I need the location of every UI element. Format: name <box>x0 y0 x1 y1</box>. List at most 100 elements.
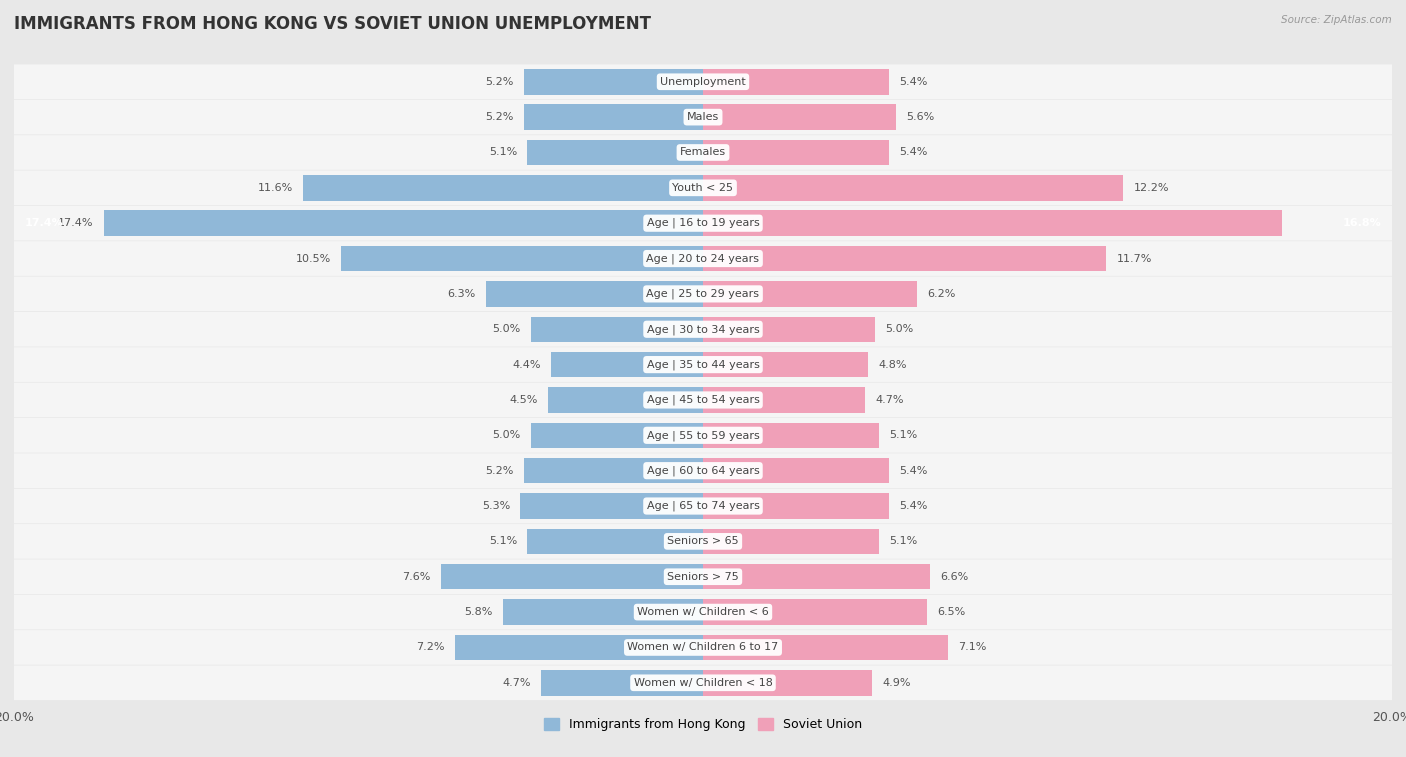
FancyBboxPatch shape <box>14 170 1392 205</box>
Text: Age | 60 to 64 years: Age | 60 to 64 years <box>647 466 759 476</box>
Text: 6.6%: 6.6% <box>941 572 969 581</box>
Text: 5.2%: 5.2% <box>485 112 513 122</box>
Bar <box>703 422 879 448</box>
Text: 5.2%: 5.2% <box>485 466 513 475</box>
Bar <box>703 352 869 377</box>
Bar <box>703 564 931 590</box>
Text: 4.9%: 4.9% <box>882 678 911 688</box>
Bar <box>703 281 917 307</box>
Text: 5.8%: 5.8% <box>464 607 494 617</box>
FancyBboxPatch shape <box>14 64 1392 99</box>
Bar <box>703 104 896 130</box>
Text: 7.1%: 7.1% <box>957 643 986 653</box>
Text: 10.5%: 10.5% <box>295 254 330 263</box>
FancyBboxPatch shape <box>14 100 1392 135</box>
FancyBboxPatch shape <box>14 136 1392 170</box>
Bar <box>503 600 703 625</box>
Text: 16.8%: 16.8% <box>1343 218 1382 228</box>
Bar <box>524 458 703 484</box>
Text: Women w/ Children < 6: Women w/ Children < 6 <box>637 607 769 617</box>
FancyBboxPatch shape <box>14 665 1392 700</box>
Bar <box>703 140 889 165</box>
Bar <box>486 281 703 307</box>
Text: 4.8%: 4.8% <box>879 360 907 369</box>
Bar <box>104 210 703 236</box>
FancyBboxPatch shape <box>14 312 1392 347</box>
Legend: Immigrants from Hong Kong, Soviet Union: Immigrants from Hong Kong, Soviet Union <box>538 713 868 737</box>
Text: 5.0%: 5.0% <box>492 324 520 335</box>
Bar <box>441 564 703 590</box>
Bar <box>703 670 872 696</box>
Bar <box>456 634 703 660</box>
Bar <box>703 634 948 660</box>
Text: Age | 65 to 74 years: Age | 65 to 74 years <box>647 501 759 511</box>
FancyBboxPatch shape <box>14 418 1392 453</box>
Text: Age | 16 to 19 years: Age | 16 to 19 years <box>647 218 759 229</box>
Text: 4.7%: 4.7% <box>502 678 531 688</box>
Text: 17.4%: 17.4% <box>24 218 63 228</box>
Text: 5.1%: 5.1% <box>889 537 917 547</box>
Bar <box>703 528 879 554</box>
Text: 5.2%: 5.2% <box>485 76 513 87</box>
FancyBboxPatch shape <box>14 382 1392 417</box>
Bar <box>703 388 865 413</box>
FancyBboxPatch shape <box>14 524 1392 559</box>
FancyBboxPatch shape <box>14 559 1392 594</box>
Bar <box>541 670 703 696</box>
Bar <box>703 494 889 519</box>
Text: Women w/ Children 6 to 17: Women w/ Children 6 to 17 <box>627 643 779 653</box>
Bar <box>551 352 703 377</box>
Text: 5.4%: 5.4% <box>900 466 928 475</box>
Text: Seniors > 75: Seniors > 75 <box>666 572 740 581</box>
Text: Males: Males <box>688 112 718 122</box>
Text: Seniors > 65: Seniors > 65 <box>668 537 738 547</box>
Text: 12.2%: 12.2% <box>1133 183 1168 193</box>
Text: 11.6%: 11.6% <box>257 183 292 193</box>
Bar <box>304 175 703 201</box>
Text: 4.5%: 4.5% <box>509 395 537 405</box>
Bar <box>531 422 703 448</box>
Bar <box>703 316 875 342</box>
Text: 5.0%: 5.0% <box>492 430 520 441</box>
Text: 5.1%: 5.1% <box>489 148 517 157</box>
Text: 6.2%: 6.2% <box>927 289 955 299</box>
Bar <box>703 600 927 625</box>
Text: Age | 35 to 44 years: Age | 35 to 44 years <box>647 360 759 370</box>
Text: Females: Females <box>681 148 725 157</box>
Bar <box>531 316 703 342</box>
Bar <box>703 210 1282 236</box>
Text: 7.2%: 7.2% <box>416 643 444 653</box>
Text: Youth < 25: Youth < 25 <box>672 183 734 193</box>
Text: Unemployment: Unemployment <box>661 76 745 87</box>
Text: 5.0%: 5.0% <box>886 324 914 335</box>
Text: 5.4%: 5.4% <box>900 76 928 87</box>
Text: Women w/ Children < 18: Women w/ Children < 18 <box>634 678 772 688</box>
FancyBboxPatch shape <box>14 276 1392 311</box>
FancyBboxPatch shape <box>14 206 1392 241</box>
Text: 4.7%: 4.7% <box>875 395 904 405</box>
Bar <box>520 494 703 519</box>
Bar <box>703 458 889 484</box>
Text: 17.4%: 17.4% <box>58 218 93 228</box>
Bar <box>527 140 703 165</box>
FancyBboxPatch shape <box>14 453 1392 488</box>
FancyBboxPatch shape <box>14 347 1392 382</box>
Bar <box>527 528 703 554</box>
Text: 5.4%: 5.4% <box>900 148 928 157</box>
Text: 5.4%: 5.4% <box>900 501 928 511</box>
Text: 4.4%: 4.4% <box>513 360 541 369</box>
Text: Age | 45 to 54 years: Age | 45 to 54 years <box>647 394 759 405</box>
Bar <box>524 104 703 130</box>
FancyBboxPatch shape <box>14 241 1392 276</box>
FancyBboxPatch shape <box>14 595 1392 629</box>
Text: 6.5%: 6.5% <box>938 607 966 617</box>
FancyBboxPatch shape <box>14 489 1392 523</box>
Text: 11.7%: 11.7% <box>1116 254 1152 263</box>
Bar <box>548 388 703 413</box>
Bar <box>703 69 889 95</box>
Text: 7.6%: 7.6% <box>402 572 430 581</box>
Text: Age | 25 to 29 years: Age | 25 to 29 years <box>647 288 759 299</box>
Text: Age | 55 to 59 years: Age | 55 to 59 years <box>647 430 759 441</box>
Text: Age | 30 to 34 years: Age | 30 to 34 years <box>647 324 759 335</box>
Text: 6.3%: 6.3% <box>447 289 475 299</box>
